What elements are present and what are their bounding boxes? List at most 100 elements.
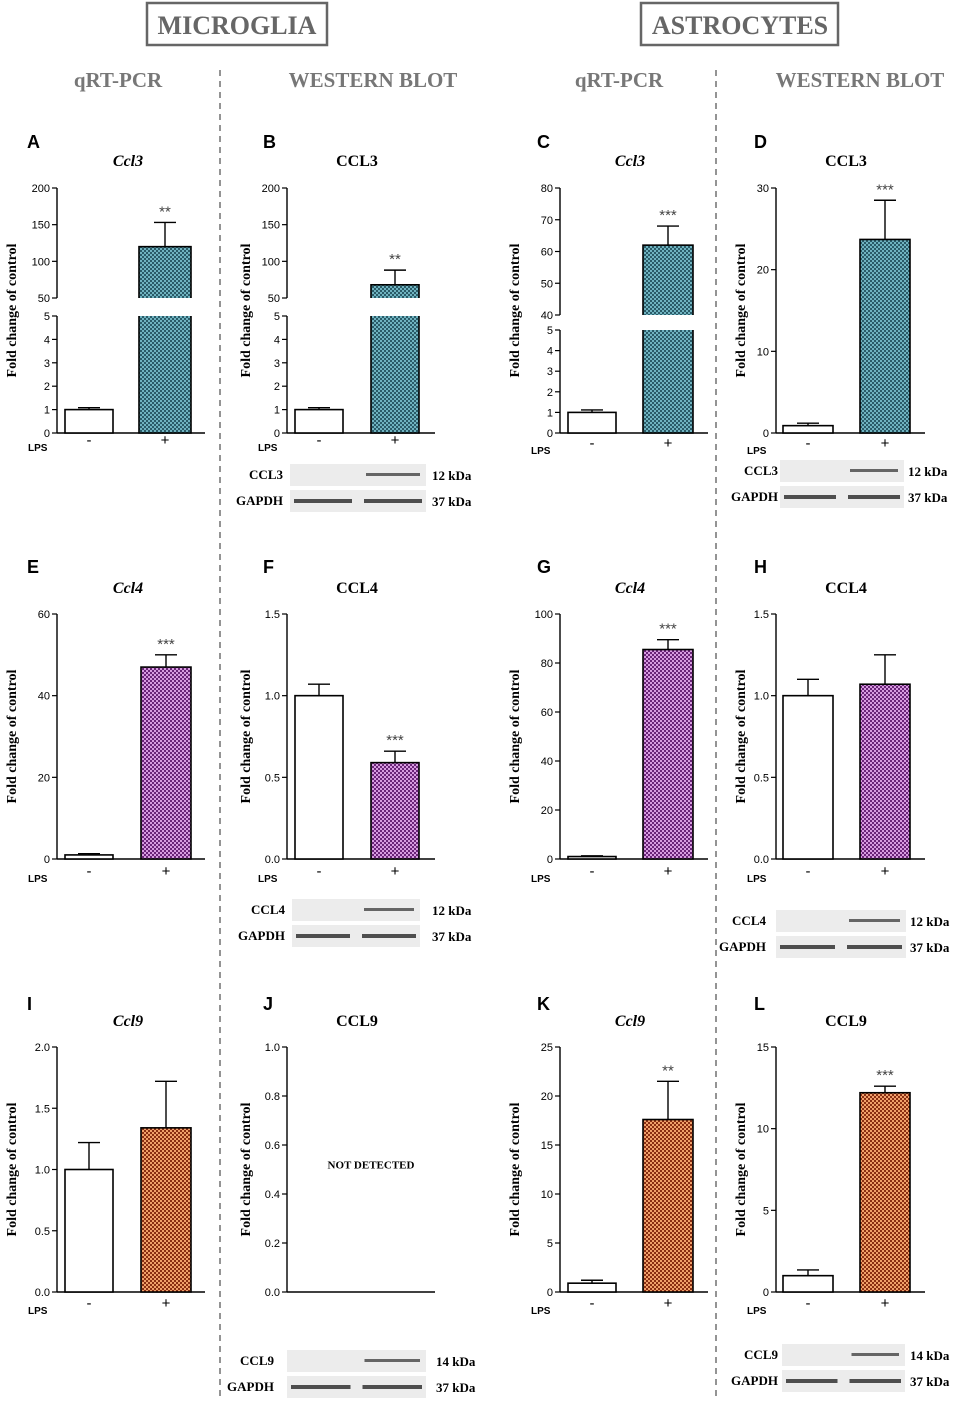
y-axis-label: Fold change of control bbox=[239, 1102, 254, 1236]
y-tick-label: 50 bbox=[541, 278, 553, 290]
y-tick-label: 40 bbox=[541, 310, 553, 322]
y-tick-label: 80 bbox=[541, 658, 553, 670]
y-tick-label: 1.0 bbox=[35, 1165, 50, 1177]
blot-label: CCL4 bbox=[732, 913, 766, 928]
y-axis-label: Fold change of control bbox=[239, 669, 254, 803]
blot-strip bbox=[780, 460, 904, 482]
bar-lps bbox=[370, 761, 420, 860]
panel-letter: K bbox=[537, 994, 550, 1014]
y-tick-label: 2 bbox=[547, 387, 553, 399]
panel-letter: I bbox=[27, 994, 32, 1014]
blot-kda: 37 kDa bbox=[910, 940, 950, 955]
blot-band bbox=[849, 1379, 901, 1383]
blot-kda: 37 kDa bbox=[436, 1380, 476, 1395]
y-tick-label: 150 bbox=[32, 220, 50, 232]
blot-strip bbox=[782, 1370, 905, 1392]
col1-method: qRT-PCR bbox=[74, 68, 163, 92]
lps-label: LPS bbox=[28, 874, 48, 885]
y-tick-label: 5 bbox=[547, 325, 553, 337]
blot-kda: 14 kDa bbox=[910, 1348, 950, 1363]
y-tick-label: 200 bbox=[262, 183, 280, 195]
y-tick-label: 0.4 bbox=[265, 1189, 280, 1201]
panel-letter: B bbox=[263, 132, 276, 152]
lps-label: LPS bbox=[531, 874, 551, 885]
lps-label: LPS bbox=[28, 443, 48, 454]
panel-f: F CCL4 Fold change of control 0.0 0.5 1.0 1.5 -… bbox=[238, 557, 472, 947]
blot-kda: 37 kDa bbox=[908, 490, 948, 505]
blot-kda: 37 kDa bbox=[910, 1374, 950, 1389]
blot-row-gapdh: GAPDH 37 kDa bbox=[236, 490, 472, 512]
x-tick-label: + bbox=[664, 863, 673, 880]
chart-title: CCL3 bbox=[336, 153, 378, 170]
y-axis-label: Fold change of control bbox=[734, 1102, 749, 1236]
astrocytes-header-box bbox=[639, 1, 840, 47]
axis-break-band bbox=[369, 298, 421, 316]
y-axis-label: Fold change of control bbox=[5, 669, 20, 803]
y-axis-label: Fold change of control bbox=[508, 243, 523, 377]
x-tick-label: + bbox=[881, 435, 890, 452]
lps-label: LPS bbox=[747, 874, 767, 885]
y-tick-label: 80 bbox=[541, 183, 553, 195]
y-tick-label: 100 bbox=[32, 256, 50, 268]
y-tick-label: 50 bbox=[268, 293, 280, 305]
blot-band bbox=[364, 1359, 420, 1362]
blot-strip bbox=[287, 1350, 426, 1372]
chart-title: Ccl9 bbox=[615, 1013, 645, 1030]
blot-band bbox=[847, 945, 902, 949]
bar-lps bbox=[859, 683, 911, 860]
y-tick-label: 0 bbox=[547, 428, 553, 440]
y-axis-label: Fold change of control bbox=[734, 243, 749, 377]
y-tick-label: 0.5 bbox=[265, 772, 280, 784]
y-tick-label: 15 bbox=[757, 1042, 769, 1054]
chart-title: Ccl3 bbox=[615, 153, 645, 170]
lps-label: LPS bbox=[258, 443, 278, 454]
y-tick-label: 1.5 bbox=[265, 609, 280, 621]
bar-lps bbox=[140, 1127, 192, 1293]
x-tick-label: - bbox=[590, 1295, 595, 1312]
panel-j: J CCL9 Fold change of control 0.0 0.2 0.4 0.6 0… bbox=[227, 994, 476, 1398]
blot-row-gapdh: GAPDH 37 kDa bbox=[227, 1376, 476, 1398]
blot-band bbox=[849, 919, 900, 922]
blot-kda: 12 kDa bbox=[432, 903, 472, 918]
y-axis-label: Fold change of control bbox=[239, 243, 254, 377]
y-tick-label: 40 bbox=[541, 756, 553, 768]
blot-row-ccl9: CCL9 14 kDa bbox=[744, 1344, 950, 1366]
blot-strip bbox=[287, 1376, 426, 1398]
y-tick-label: 0.6 bbox=[265, 1140, 280, 1152]
blot-kda: 12 kDa bbox=[910, 914, 950, 929]
x-tick-label: + bbox=[881, 1295, 890, 1312]
y-tick-label: 3 bbox=[274, 358, 280, 370]
significance-label: *** bbox=[876, 181, 894, 198]
x-tick-label: + bbox=[391, 432, 400, 449]
bar-control bbox=[64, 1168, 114, 1293]
y-tick-label: 20 bbox=[38, 772, 50, 784]
bar-lps bbox=[642, 1118, 694, 1293]
y-tick-label: 1.5 bbox=[35, 1103, 50, 1115]
blot-row-ccl4: CCL4 12 kDa bbox=[251, 899, 472, 921]
bar-lps bbox=[138, 245, 192, 434]
blot-row-ccl4: CCL4 12 kDa bbox=[732, 910, 950, 932]
chart-title: Ccl4 bbox=[113, 580, 143, 597]
y-tick-label: 4 bbox=[547, 346, 553, 358]
blot-strip bbox=[782, 1344, 905, 1366]
panel-letter: J bbox=[263, 994, 273, 1014]
blot-label: CCL9 bbox=[744, 1347, 778, 1362]
y-tick-label: 1.5 bbox=[754, 609, 769, 621]
chart-title: CCL9 bbox=[825, 1013, 867, 1030]
col2-method: WESTERN BLOT bbox=[289, 68, 458, 92]
x-tick-label: + bbox=[391, 863, 400, 880]
panel-letter: G bbox=[537, 557, 551, 577]
microglia-header-box bbox=[145, 1, 329, 47]
blot-kda: 12 kDa bbox=[908, 464, 948, 479]
bar-lps bbox=[140, 666, 192, 860]
y-tick-label: 1 bbox=[547, 407, 553, 419]
chart-title: Ccl9 bbox=[113, 1013, 143, 1030]
x-tick-label: - bbox=[87, 863, 92, 880]
chart-title: CCL9 bbox=[336, 1013, 378, 1030]
y-tick-label: 5 bbox=[44, 311, 50, 323]
y-tick-label: 2.0 bbox=[35, 1042, 50, 1054]
significance-label: *** bbox=[659, 207, 677, 224]
panel-c: C Ccl3 Fold change of control 0 1 2 3 4 5 40 50 60 7… bbox=[508, 132, 708, 457]
chart-title: Ccl4 bbox=[615, 580, 645, 597]
